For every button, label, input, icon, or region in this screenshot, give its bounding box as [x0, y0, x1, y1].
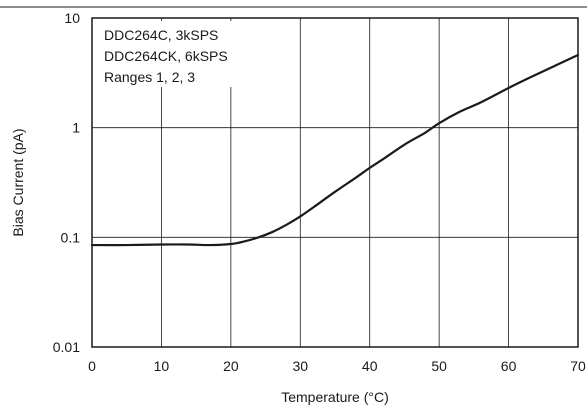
x-tick-label: 30	[292, 358, 308, 374]
x-tick-label: 0	[88, 358, 96, 374]
x-tick-labels: 0 10 20 30 40 50 60 70	[88, 358, 586, 374]
y-tick-label: 0.1	[61, 229, 81, 245]
x-tick-label: 40	[362, 358, 378, 374]
y-tick-label: 1	[72, 120, 80, 136]
x-axis-label: Temperature (°C)	[281, 389, 389, 405]
x-tick-label: 50	[431, 358, 447, 374]
annotation-block: DDC264C, 3kSPS DDC264CK, 6kSPS Ranges 1, 2…	[95, 21, 270, 87]
x-tick-label: 20	[223, 358, 239, 374]
y-tick-labels: 0.01 0.1 1 10	[53, 10, 80, 355]
bias-current-line	[90, 53, 580, 247]
x-tick-label: 10	[154, 358, 170, 374]
annotation-line: Ranges 1, 2, 3	[104, 69, 195, 85]
y-tick-label: 10	[64, 10, 80, 26]
y-tick-label: 0.01	[53, 339, 80, 355]
annotation-line: DDC264CK, 6kSPS	[104, 48, 228, 64]
x-tick-label: 70	[570, 358, 586, 374]
x-tick-label: 60	[501, 358, 517, 374]
plot-frame	[91, 17, 579, 348]
annotation-background	[95, 21, 270, 87]
annotation-line: DDC264C, 3kSPS	[104, 27, 218, 43]
series-layer	[90, 53, 580, 247]
y-axis-label: Bias Current (pA)	[10, 128, 26, 236]
